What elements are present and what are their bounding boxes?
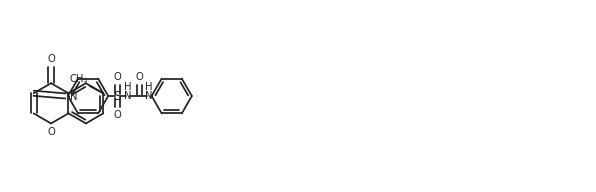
Text: N: N	[70, 92, 77, 102]
Text: H: H	[145, 82, 152, 92]
Text: O: O	[135, 72, 143, 82]
Text: CH₃: CH₃	[69, 74, 88, 84]
Text: S: S	[113, 89, 121, 103]
Text: O: O	[47, 54, 55, 64]
Text: O: O	[113, 72, 121, 82]
Text: O: O	[47, 127, 55, 137]
Text: N: N	[123, 91, 131, 101]
Text: O: O	[113, 110, 121, 120]
Text: H: H	[123, 82, 131, 92]
Text: N: N	[145, 91, 152, 101]
